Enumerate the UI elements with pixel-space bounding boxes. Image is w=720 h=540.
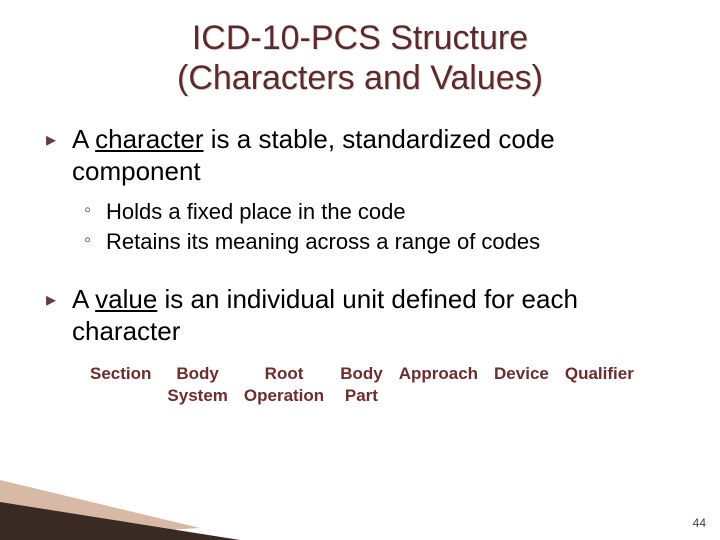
sub-bullet-text: Retains its meaning across a range of co… [106, 228, 682, 256]
title-line-2: (Characters and Values) [177, 59, 543, 97]
bullet-1-text: A character is a stable, standardized co… [72, 124, 682, 187]
char-label: Device [494, 364, 549, 383]
slide: ICD-10-PCS Structure (Characters and Val… [0, 0, 720, 540]
underlined-term: value [95, 284, 157, 314]
char-label: Body [176, 364, 219, 383]
char-label: Approach [399, 364, 478, 383]
char-body-part: Body Part [332, 363, 391, 406]
char-label: Body [340, 364, 383, 383]
text-fragment: A [72, 124, 95, 154]
sub-bullet-text: Holds a fixed place in the code [106, 198, 682, 226]
char-root-operation: Root Operation [236, 363, 332, 406]
slide-title: ICD-10-PCS Structure (Characters and Val… [38, 18, 682, 98]
char-label: Root [265, 364, 304, 383]
char-label: Operation [244, 386, 324, 405]
char-label: Section [90, 364, 151, 383]
char-body-system: Body System [159, 363, 235, 406]
bullet-2: ▸ A value is an individual unit defined … [46, 284, 682, 347]
char-section: Section [82, 363, 159, 406]
underlined-term: character [95, 124, 203, 154]
triangle-icon: ▸ [46, 284, 72, 312]
corner-decoration [0, 450, 240, 540]
triangle-icon: ▸ [46, 124, 72, 152]
char-qualifier: Qualifier [557, 363, 642, 406]
title-line-1: ICD-10-PCS Structure [192, 19, 528, 57]
char-device: Device [486, 363, 557, 406]
char-label: Qualifier [565, 364, 634, 383]
circle-icon: ◦ [84, 228, 106, 254]
char-approach: Approach [391, 363, 486, 406]
character-columns: Section Body System Root Operation Body Par… [82, 363, 682, 406]
text-fragment: A [72, 284, 95, 314]
bullet-1-sub-2: ◦ Retains its meaning across a range of … [84, 228, 682, 256]
content-body: ▸ A character is a stable, standardized … [38, 124, 682, 406]
bullet-1: ▸ A character is a stable, standardized … [46, 124, 682, 187]
bullet-2-text: A value is an individual unit defined fo… [72, 284, 682, 347]
char-label: Part [345, 386, 378, 405]
circle-icon: ◦ [84, 198, 106, 224]
bullet-1-sub-1: ◦ Holds a fixed place in the code [84, 198, 682, 226]
char-label: System [167, 386, 227, 405]
slide-number: 44 [693, 516, 706, 530]
